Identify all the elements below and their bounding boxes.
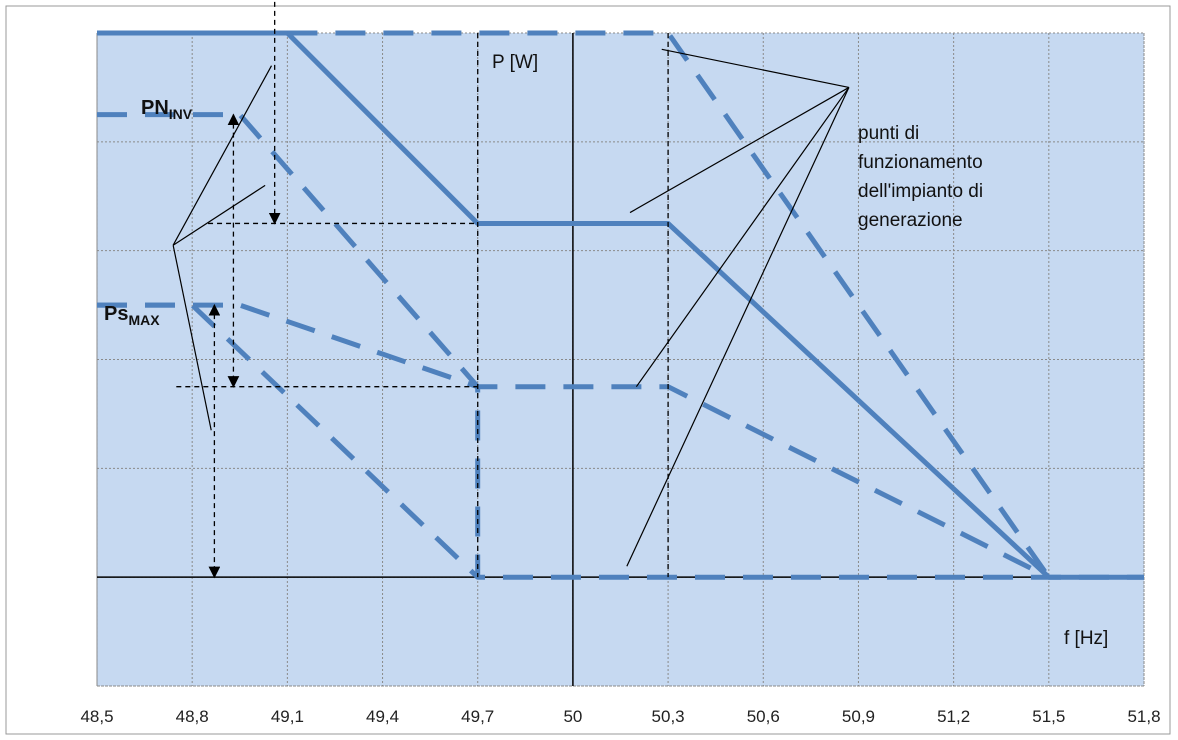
x-tick-labels: 48,5 48,8 49,1 49,4 49,7 50 50,3 50,6 50,9 51,2 51… [80, 707, 1160, 726]
ps-main-text: Ps [104, 303, 128, 325]
op-pointer-line-0 [626, 87, 850, 567]
x-tick-label-0: 48,5 [80, 707, 113, 726]
note-line-1: punti di [858, 123, 919, 144]
x-tick-label-7: 50,6 [747, 707, 780, 726]
note-line-3: dell'impianto di [858, 181, 983, 202]
x-axis-label: f [Hz] [1064, 628, 1108, 649]
x-tick-label-2: 49,1 [271, 707, 304, 726]
x-tick-label-11: 51,8 [1127, 707, 1160, 726]
x-tick-label-8: 50,9 [842, 707, 875, 726]
series-0-line [97, 30, 1144, 580]
x-tick-label-6: 50,3 [652, 707, 685, 726]
x-tick-label-9: 51,2 [937, 707, 970, 726]
x-tick-label-5: 50 [563, 707, 582, 726]
x-tick-label-4: 49,7 [461, 707, 494, 726]
series-4-line [97, 302, 480, 580]
op-pointer-line-2 [629, 86, 850, 214]
op-pointer-line-1 [635, 87, 850, 388]
ps-max-label: PsMAX [104, 303, 160, 328]
x-tick-label-3: 49,4 [366, 707, 399, 726]
guide-lines [172, 0, 850, 579]
ps-subscript-text: MAX [128, 312, 160, 328]
x-tick-label-1: 48,8 [176, 707, 209, 726]
y-axis-label: P [W] [492, 52, 538, 73]
op-pointer-line-3 [661, 48, 850, 89]
pn-main-text: PN [141, 97, 169, 119]
ps-pointer-line-0 [172, 65, 273, 246]
series-1-line [287, 30, 1051, 579]
note-line-2: funzionamento [858, 152, 983, 173]
ps-pointer-line-2 [172, 245, 212, 431]
note-line-4: generazione [858, 210, 963, 231]
pn-inv-label: PNINV [141, 97, 193, 122]
operating-points-note: punti di funzionamento dell'impianto di … [858, 123, 988, 231]
x-tick-label-10: 51,5 [1032, 707, 1065, 726]
ps-pointer-line-1 [172, 184, 266, 246]
pn-subscript-text: INV [169, 106, 193, 122]
